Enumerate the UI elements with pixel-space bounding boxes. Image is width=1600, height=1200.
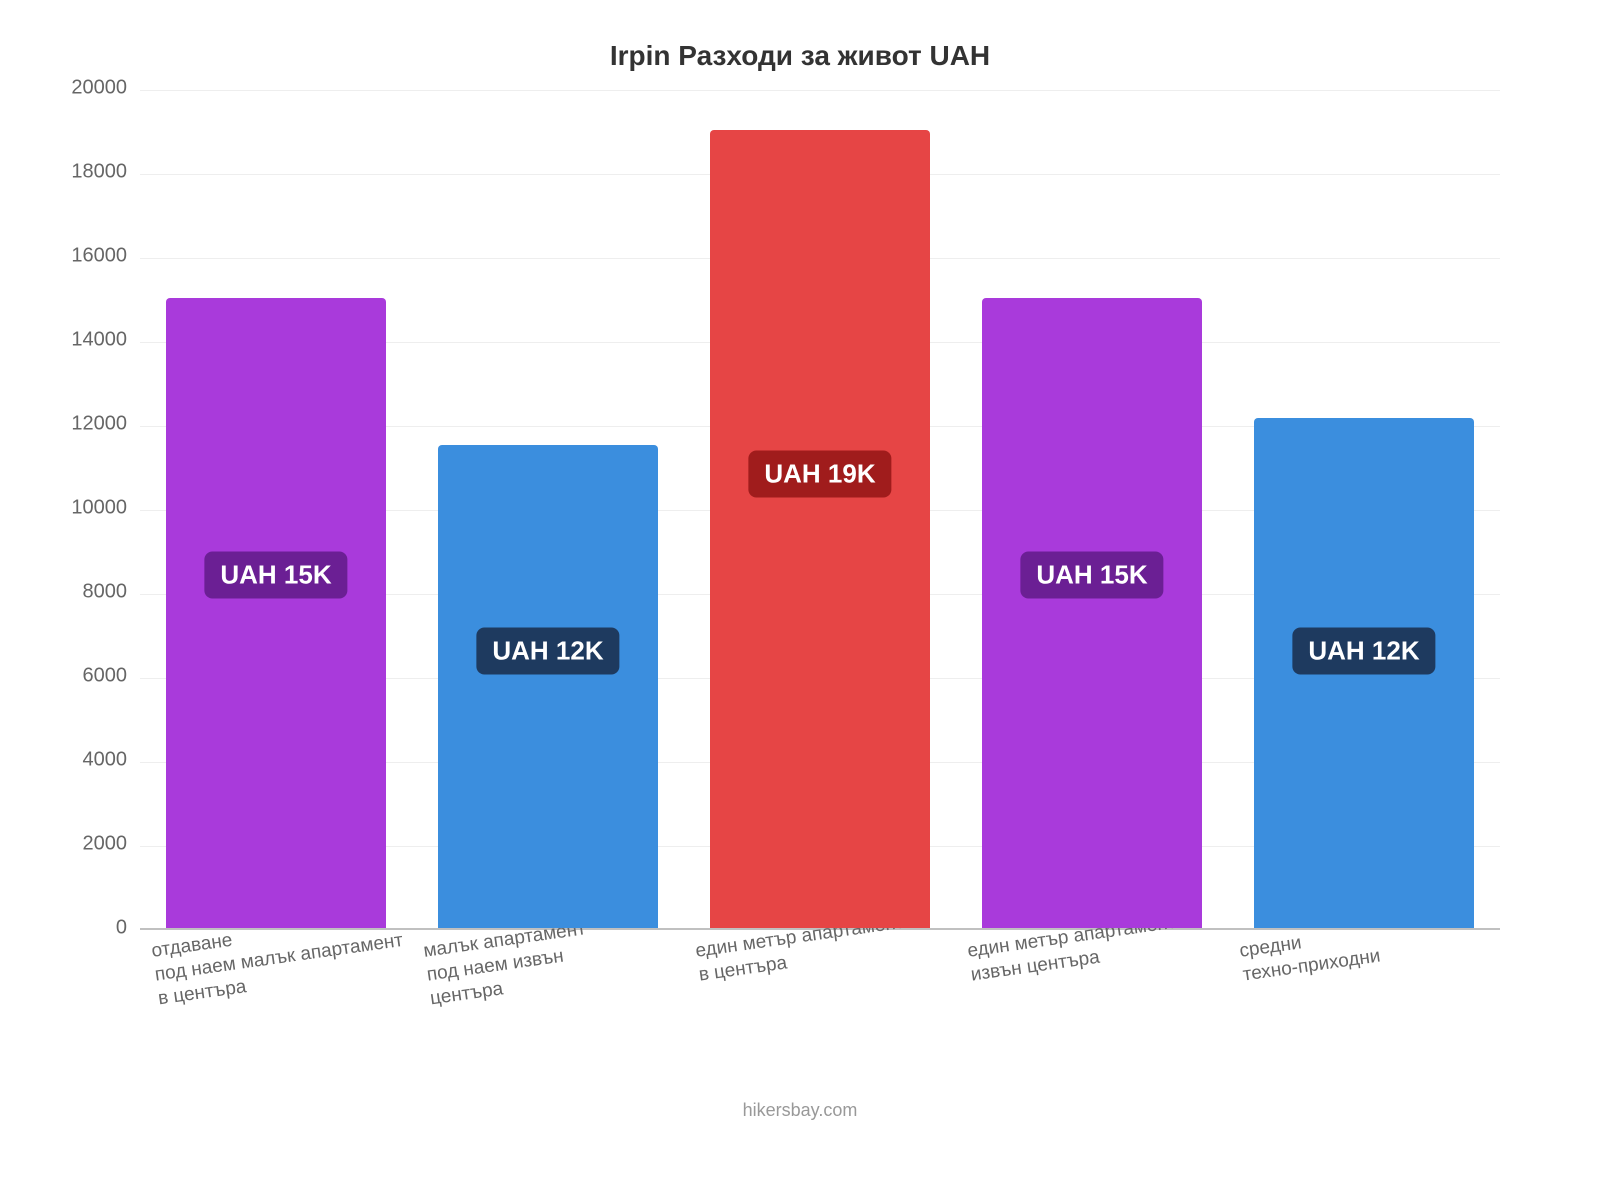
chart-container: Irpin Разходи за живот UAH 0200040006000… (0, 0, 1600, 1200)
bar-value-label: UAH 19K (748, 451, 891, 498)
bar-slot: UAH 12K (1228, 418, 1500, 928)
y-tick-label: 20000 (57, 77, 127, 100)
bar: UAH 19K (710, 130, 930, 928)
x-label-slot: малък апартамент под наем извън центъра (412, 940, 684, 1011)
bar: UAH 15K (982, 298, 1202, 928)
bar: UAH 12K (1254, 418, 1474, 928)
x-label-slot: отдаване под наем малък апартамент в цен… (140, 940, 412, 1011)
bar: UAH 12K (438, 445, 658, 928)
bar-value-label: UAH 15K (204, 552, 347, 599)
chart-frame: 0200040006000800010000120001400016000180… (140, 90, 1500, 1060)
y-tick-label: 14000 (57, 329, 127, 352)
x-label-slot: един метър апартамент в центъра (684, 940, 956, 988)
y-tick-label: 6000 (57, 665, 127, 688)
y-tick-label: 10000 (57, 497, 127, 520)
y-tick-label: 18000 (57, 161, 127, 184)
bar-value-label: UAH 12K (1292, 627, 1435, 674)
x-label-slot: средни техно-приходни (1228, 940, 1500, 988)
bar-slot: UAH 15K (140, 298, 412, 928)
attribution-text: hikersbay.com (60, 1100, 1540, 1121)
bar-value-label: UAH 15K (1020, 552, 1163, 599)
x-tick-label: средни техно-приходни (1238, 921, 1382, 987)
x-label-slot: един метър апартамент извън центъра (956, 940, 1228, 988)
bar-slot: UAH 15K (956, 298, 1228, 928)
chart-title: Irpin Разходи за живот UAH (60, 40, 1540, 72)
y-tick-label: 16000 (57, 245, 127, 268)
y-tick-label: 8000 (57, 581, 127, 604)
y-tick-label: 2000 (57, 833, 127, 856)
y-tick-label: 12000 (57, 413, 127, 436)
y-tick-label: 4000 (57, 749, 127, 772)
bar-value-label: UAH 12K (476, 627, 619, 674)
bar-slot: UAH 19K (684, 130, 956, 928)
gridline (140, 90, 1500, 91)
y-tick-label: 0 (57, 917, 127, 940)
x-axis-labels: отдаване под наем малък апартамент в цен… (140, 940, 1500, 1060)
bar: UAH 15K (166, 298, 386, 928)
plot-area: 0200040006000800010000120001400016000180… (140, 90, 1500, 930)
x-tick-label: малък апартамент под наем извън центъра (422, 917, 594, 1010)
bar-slot: UAH 12K (412, 445, 684, 928)
y-axis: 0200040006000800010000120001400016000180… (60, 90, 135, 928)
